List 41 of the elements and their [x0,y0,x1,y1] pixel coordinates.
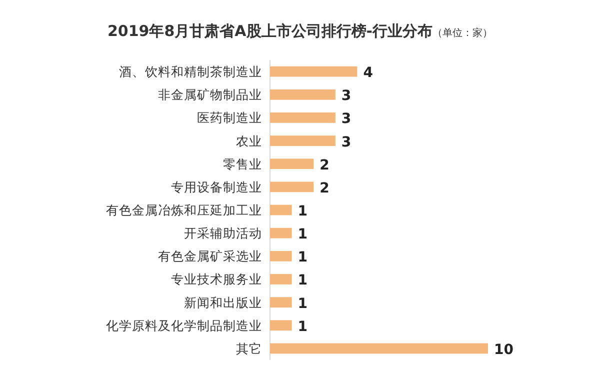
chart-subtitle: （单位：家） [432,27,493,39]
bar [270,182,314,192]
y-tick-label: 专用设备制造业 [171,179,262,194]
y-tick-label: 非金属矿物制品业 [158,87,262,102]
bar [270,343,488,354]
data-label: 2 [320,157,330,174]
bar [270,89,336,100]
y-tick-label: 零售业 [223,156,262,172]
y-tick-label: 有色金属矿采选业 [158,248,262,264]
data-label: 10 [494,342,514,358]
bar [270,228,292,238]
data-label: 3 [341,88,352,104]
bar [270,320,292,331]
y-tick-label: 开采辅助活动 [184,226,262,241]
bar [270,136,336,146]
data-label: 1 [298,272,308,289]
data-label: 1 [298,204,308,220]
bar [270,204,292,216]
y-tick-label: 农业 [236,133,262,148]
y-tick-label: 新闻和出版业 [184,294,262,310]
data-label: 2 [320,180,330,196]
y-tick-label: 医药制造业 [197,110,262,126]
bar [270,66,358,77]
data-label: 3 [341,111,352,128]
data-label: 4 [363,65,374,82]
data-label: 1 [298,226,308,243]
bar [270,158,314,170]
data-label: 1 [298,318,308,335]
data-label: 3 [341,134,352,150]
y-tick-label: 化学原料及化学制品制造业 [106,318,262,333]
y-tick-label: 酒、饮料和精制茶制造业 [119,64,262,80]
y-tick-label: 专业技术服务业 [171,272,262,287]
data-label: 1 [298,296,308,312]
y-tick-label: 其它 [236,340,262,356]
chart-title: 2019年8月甘肃省A股上市公司排行榜-行业分布 [107,22,433,40]
bar [270,112,336,123]
y-tick-label: 有色金属冶炼和压延加工业 [106,202,262,218]
bar [270,250,292,262]
bar [270,274,292,284]
bar [270,297,292,308]
data-label: 1 [298,250,308,266]
